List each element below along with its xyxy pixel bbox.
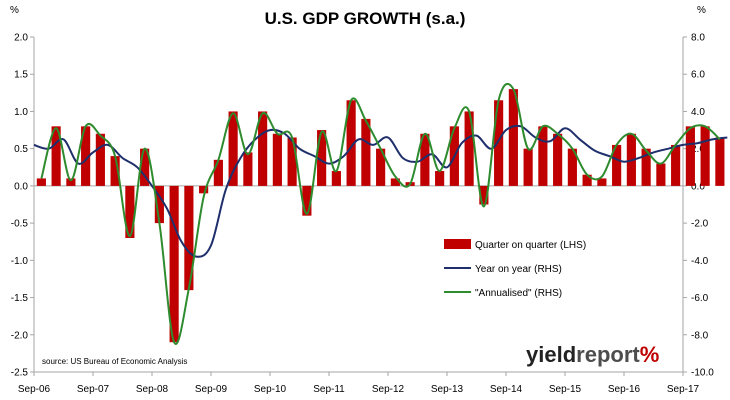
qoq-bar <box>51 126 61 186</box>
axes-layer: 2.0 1.5 1.0 0.5 0.0 -0.5 -1.0 -1.5 -2.0 -2.5 8.0 6.… <box>11 33 714 396</box>
legend-swatch-qoq <box>444 239 471 249</box>
qoq-bar <box>553 133 563 186</box>
qoq-bar <box>715 137 725 186</box>
x-axis-tick-label: Sep-07 <box>77 384 110 395</box>
qoq-bar <box>479 185 489 205</box>
lines-layer <box>33 82 728 346</box>
bars-layer <box>36 89 725 343</box>
source-note: source: US Bureau of Economic Analysis <box>42 357 187 366</box>
right-axis-unit: % <box>697 5 706 16</box>
right-axis-tick-label: -8.0 <box>691 330 709 341</box>
annualised-line <box>40 82 721 346</box>
qoq-bar <box>169 185 179 343</box>
qoq-bar <box>523 148 533 186</box>
qoq-bar <box>95 133 105 186</box>
qoq-bar <box>125 185 135 238</box>
left-axis-tick-label: 1.0 <box>14 107 28 118</box>
qoq-bar <box>287 137 297 186</box>
qoq-bar <box>508 89 518 186</box>
qoq-bar <box>435 171 445 186</box>
logo-part-yield: yield <box>526 342 577 367</box>
qoq-bar <box>36 178 46 186</box>
left-axis-tick-label: -1.0 <box>11 256 29 267</box>
qoq-bar <box>420 133 430 186</box>
left-axis-tick-label: -1.5 <box>11 293 29 304</box>
qoq-bar <box>199 185 209 194</box>
qoq-bar <box>81 126 91 186</box>
x-axis-tick-label: Sep-14 <box>490 384 523 395</box>
qoq-bar <box>184 185 194 291</box>
right-axis-tick-label: 8.0 <box>691 33 705 44</box>
qoq-bar <box>110 156 120 186</box>
left-axis-unit: % <box>10 5 19 16</box>
x-axis-tick-label: Sep-06 <box>18 384 51 395</box>
left-axis-tick-label: -2.5 <box>11 368 29 379</box>
qoq-bar <box>612 144 622 186</box>
qoq-bar <box>671 144 681 186</box>
yieldreport-logo: yieldreport% <box>526 342 659 368</box>
qoq-bar <box>140 148 150 186</box>
left-axis-tick-label: 0.5 <box>14 144 28 155</box>
legend-label: Year on year (RHS) <box>475 264 562 275</box>
qoq-bar <box>317 130 327 186</box>
qoq-bar <box>154 185 164 224</box>
qoq-bar <box>597 178 607 186</box>
x-axis-tick-label: Sep-17 <box>667 384 700 395</box>
legend: Quarter on quarter (LHS) Year on year (RH… <box>444 239 586 299</box>
left-axis-tick-label: 1.5 <box>14 70 28 81</box>
right-axis-tick-label: -10.0 <box>691 368 714 379</box>
qoq-bar <box>346 100 356 186</box>
qoq-bar <box>258 111 268 186</box>
qoq-bar <box>66 178 76 186</box>
right-axis-tick-label: -2.0 <box>691 219 709 230</box>
x-axis-tick-label: Sep-09 <box>195 384 228 395</box>
qoq-bar <box>656 163 666 186</box>
left-axis-tick-label: 2.0 <box>14 33 28 44</box>
logo-part-percent: % <box>639 342 660 367</box>
right-axis-tick-label: -4.0 <box>691 256 709 267</box>
x-axis-tick-label: Sep-11 <box>313 384 345 395</box>
qoq-bar <box>390 178 400 186</box>
qoq-bar <box>228 111 238 186</box>
right-axis-tick-label: 4.0 <box>691 107 705 118</box>
qoq-bar <box>376 148 386 186</box>
qoq-bar <box>213 159 223 186</box>
qoq-bar <box>700 126 710 186</box>
qoq-bar <box>538 126 548 186</box>
qoq-bar <box>641 148 651 186</box>
left-axis-tick-label: -2.0 <box>11 330 29 341</box>
qoq-bar <box>464 111 474 186</box>
qoq-bar <box>302 185 312 216</box>
left-axis-tick-label: -0.5 <box>11 219 29 230</box>
x-axis-tick-label: Sep-12 <box>372 384 405 395</box>
logo-part-report: report <box>576 342 640 367</box>
qoq-bar <box>567 148 577 186</box>
x-axis-tick-label: Sep-15 <box>549 384 582 395</box>
right-axis-tick-label: 0.0 <box>691 181 705 192</box>
qoq-bar <box>582 174 592 186</box>
qoq-bar <box>331 171 341 186</box>
qoq-bar <box>494 100 504 186</box>
legend-label: Quarter on quarter (LHS) <box>475 240 586 251</box>
chart-title: U.S. GDP GROWTH (s.a.) <box>264 9 466 28</box>
legend-label: "Annualised" (RHS) <box>475 288 562 299</box>
right-axis-tick-label: 6.0 <box>691 70 705 81</box>
right-axis-tick-label: 2.0 <box>691 144 705 155</box>
qoq-bar <box>243 152 253 186</box>
left-axis-tick-label: 0.0 <box>14 181 28 192</box>
x-axis-tick-label: Sep-16 <box>608 384 641 395</box>
x-axis-tick-label: Sep-08 <box>136 384 169 395</box>
qoq-bar <box>272 133 282 186</box>
right-axis-tick-label: -6.0 <box>691 293 709 304</box>
qoq-bar <box>685 126 695 186</box>
qoq-bar <box>361 118 371 186</box>
x-axis-tick-label: Sep-10 <box>254 384 287 395</box>
x-axis-tick-label: Sep-13 <box>431 384 464 395</box>
